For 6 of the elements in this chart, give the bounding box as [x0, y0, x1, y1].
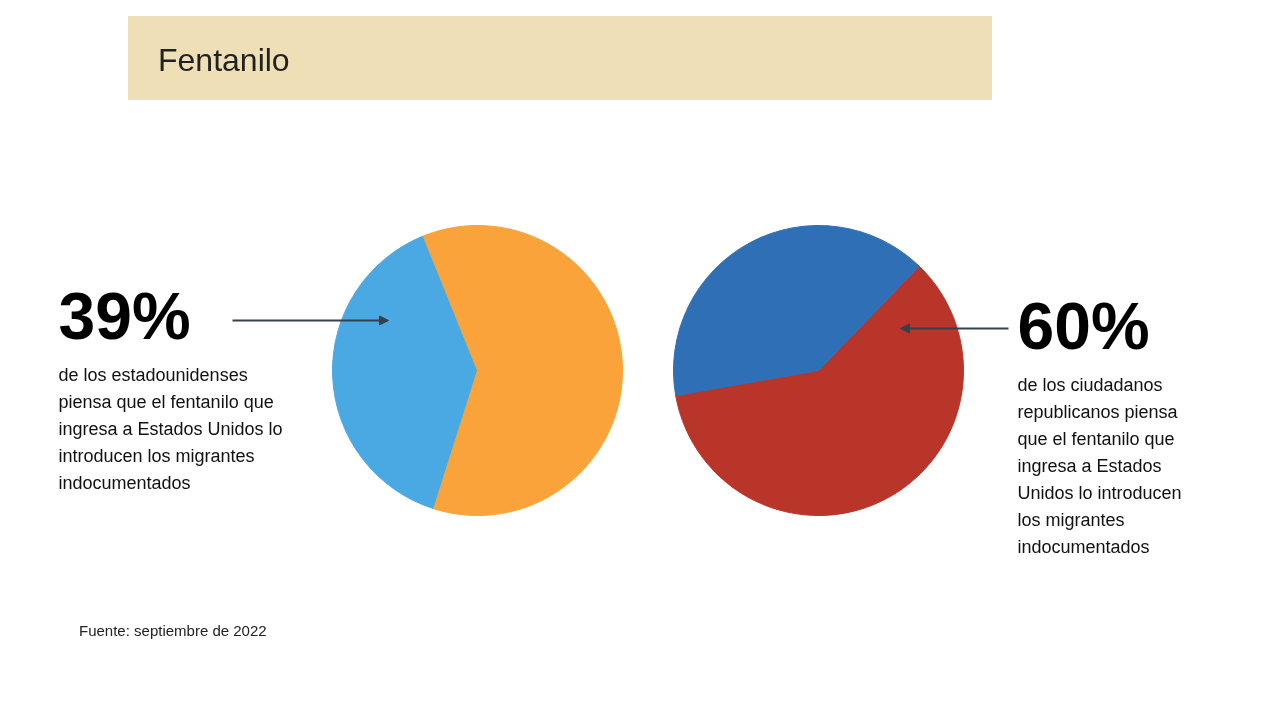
source-note: Fuente: septiembre de 2022 [79, 621, 267, 641]
chart-title: Fentanilo [158, 41, 290, 80]
text: de los estadounidenses piensa que el fentanilo que ingresa a Estados Unidos lo introducen los migrantes indocumentados [58, 364, 283, 493]
text: de los ciudadanos republicanos piensa que el fentanilo que ingresa a Estados Unidos lo introducen los migrantes indocumentados [1017, 374, 1182, 557]
text: 60% [1017, 288, 1150, 363]
text: 39% [58, 278, 191, 353]
